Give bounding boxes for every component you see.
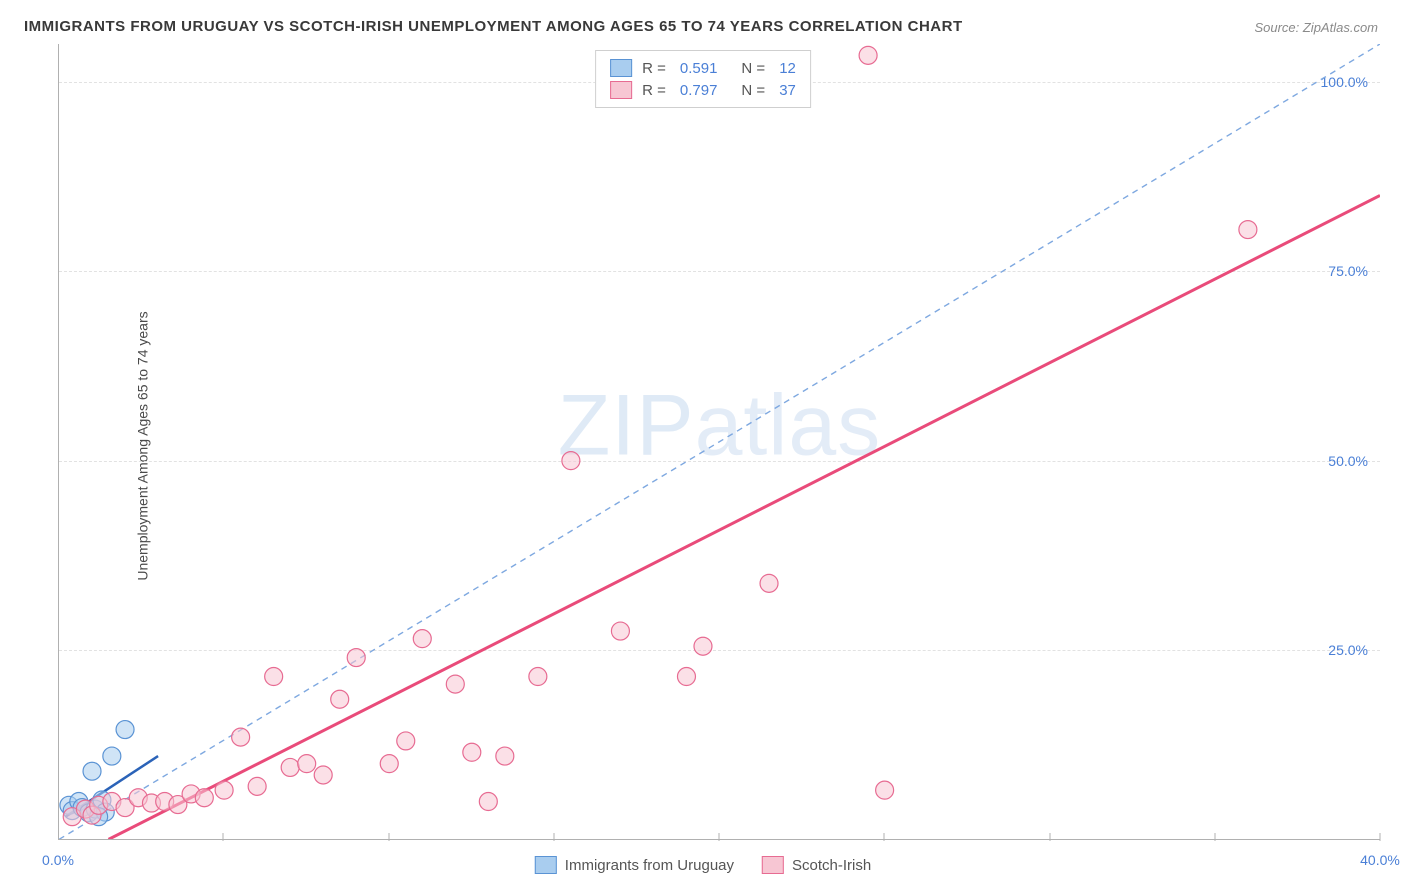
legend-item: Immigrants from Uruguay [535, 856, 734, 874]
source-label: Source: ZipAtlas.com [1254, 20, 1378, 35]
reference-line [59, 44, 1380, 839]
plot-area: ZIPatlas 25.0%50.0%75.0%100.0% [58, 44, 1380, 840]
legend-swatch [762, 856, 784, 874]
data-point [446, 675, 464, 693]
data-point [83, 762, 101, 780]
data-point [116, 721, 134, 739]
data-point [347, 649, 365, 667]
n-label: N = [741, 82, 765, 99]
data-point [479, 793, 497, 811]
data-point [298, 755, 316, 773]
data-point [232, 728, 250, 746]
series-legend: Immigrants from Uruguay Scotch-Irish [535, 856, 871, 874]
data-point [562, 452, 580, 470]
legend-row: R = 0.797 N = 37 [610, 79, 796, 101]
data-point [694, 637, 712, 655]
data-point [195, 789, 213, 807]
data-point [611, 622, 629, 640]
data-point [677, 668, 695, 686]
data-point [463, 743, 481, 761]
legend-item: Scotch-Irish [762, 856, 871, 874]
correlation-legend: R = 0.591 N = 12 R = 0.797 N = 37 [595, 50, 811, 108]
data-point [265, 668, 283, 686]
data-point [413, 630, 431, 648]
data-point [281, 758, 299, 776]
data-point [248, 777, 266, 795]
chart-title: IMMIGRANTS FROM URUGUAY VS SCOTCH-IRISH … [24, 18, 963, 35]
data-point [496, 747, 514, 765]
x-tick-label: 40.0% [1360, 852, 1400, 868]
scatter-svg [59, 44, 1380, 839]
r-label: R = [642, 82, 666, 99]
legend-label: Immigrants from Uruguay [565, 857, 734, 874]
data-point [859, 46, 877, 64]
trend-line [109, 196, 1380, 840]
data-point [314, 766, 332, 784]
legend-swatch [535, 856, 557, 874]
legend-label: Scotch-Irish [792, 857, 871, 874]
data-point [103, 747, 121, 765]
legend-swatch [610, 81, 632, 99]
r-value: 0.797 [680, 82, 718, 99]
n-value: 12 [779, 60, 796, 77]
n-label: N = [741, 60, 765, 77]
r-value: 0.591 [680, 60, 718, 77]
data-point [1239, 221, 1257, 239]
data-point [760, 574, 778, 592]
data-point [331, 690, 349, 708]
data-point [529, 668, 547, 686]
data-point [397, 732, 415, 750]
data-point [876, 781, 894, 799]
legend-swatch [610, 59, 632, 77]
r-label: R = [642, 60, 666, 77]
data-point [380, 755, 398, 773]
data-point [215, 781, 233, 799]
x-tick-label: 0.0% [42, 852, 74, 868]
legend-row: R = 0.591 N = 12 [610, 57, 796, 79]
n-value: 37 [779, 82, 796, 99]
